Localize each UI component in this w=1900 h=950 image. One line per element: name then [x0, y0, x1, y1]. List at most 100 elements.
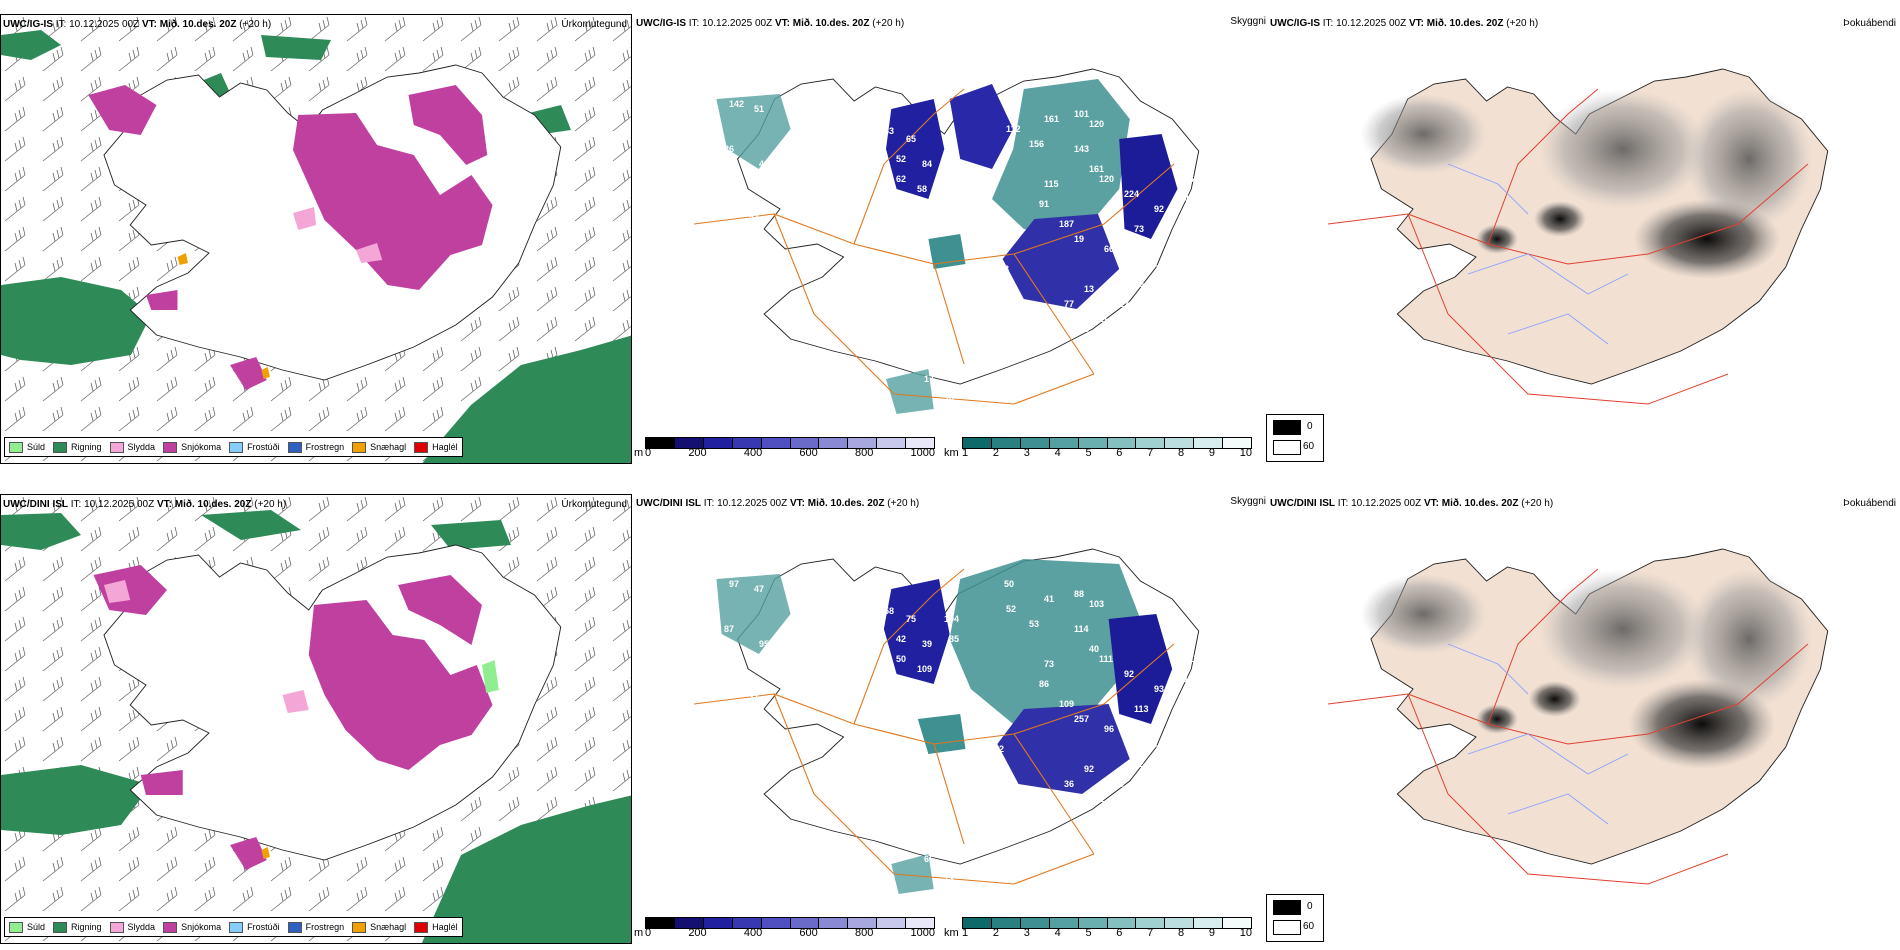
legend-item-sleet: Slydda	[109, 441, 155, 453]
visibility-area	[891, 854, 934, 894]
visibility-ticks-bottom: 1 2 3 4 5 6 7 8 9 10	[962, 927, 1252, 939]
precip-type-label: Úrkomutegund	[561, 19, 627, 30]
sleet-area	[293, 207, 317, 230]
value-label: 84	[922, 159, 933, 169]
value-label: 66	[1104, 244, 1115, 254]
colorbar-segment	[790, 438, 820, 448]
legend-item-rain: Rigning	[53, 921, 102, 933]
value-label: 52	[1006, 604, 1017, 614]
fog-swatch-dense	[1273, 900, 1301, 915]
value-label: 109	[1059, 699, 1075, 709]
value-label: 113	[1134, 704, 1149, 714]
value-label: 62	[896, 174, 907, 184]
sleet-area	[282, 690, 309, 713]
colorbar-segment	[877, 918, 907, 928]
colorbar-segment	[906, 438, 935, 448]
value-labels: 97 47 73 87 95 112 190 31 58 75 42 50 109 39 194 85 132 6…	[634, 494, 1270, 934]
colorbar-segment	[790, 918, 820, 928]
swatch-snow	[163, 441, 178, 453]
rain-area	[1, 513, 81, 550]
value-label: 50	[896, 654, 907, 664]
value-label: 257	[1074, 714, 1090, 724]
visibility-map	[693, 548, 1200, 894]
precip-type-label: Úrkomutegund	[561, 499, 627, 510]
value-label: 87	[1149, 774, 1160, 784]
value-label: 19	[1074, 234, 1085, 244]
colorbar-segment	[703, 918, 733, 928]
precip-map	[1, 15, 631, 463]
value-label: 62	[1179, 304, 1190, 314]
value-label: 211	[1154, 744, 1169, 754]
colorbar-segment	[991, 438, 1021, 448]
value-label: 11	[779, 199, 789, 209]
colorbar-segment	[1165, 438, 1195, 448]
colorbar-segment	[1049, 918, 1079, 928]
swatch-freezing-drizzle	[229, 921, 244, 933]
value-label: 42	[896, 634, 907, 644]
fog-panel-top: UWC/IG-IS IT: 10.12.2025 00Z VT: Mið. 10…	[1268, 14, 1900, 464]
rain-area	[1, 30, 61, 60]
legend-item-sleet: Slydda	[109, 921, 155, 933]
visibility-panel-top: UWC/IG-IS IT: 10.12.2025 00Z VT: Mið. 10…	[634, 14, 1270, 464]
visibility-type-label: Skyggni	[1230, 16, 1266, 27]
fog-type-label: Þokuábendi	[1843, 18, 1896, 29]
value-label: 120	[1099, 174, 1115, 184]
swatch-freezing-drizzle	[229, 441, 244, 453]
colorbar-segment	[1078, 438, 1108, 448]
snow-area	[293, 113, 493, 290]
precip-legend: Súld Rigning Slydda Snjókoma Frostúði Fr…	[4, 437, 463, 457]
colorbar-segment	[1194, 918, 1224, 928]
value-label: 26	[724, 144, 735, 154]
value-label: 73	[1134, 224, 1145, 234]
colorbar-segment	[1107, 918, 1137, 928]
value-label: 65	[1139, 249, 1150, 259]
value-label: 161	[1089, 164, 1105, 174]
value-label: 123	[994, 264, 1010, 274]
value-label: 194	[944, 614, 960, 624]
value-label: 52	[964, 284, 975, 294]
snow-grain-area	[261, 367, 270, 379]
value-label: 55	[1004, 99, 1015, 109]
fog-title-top: UWC/IG-IS IT: 10.12.2025 00Z VT: Mið. 10…	[1270, 18, 1539, 29]
fog-legend-bottom: 0 60	[1266, 894, 1324, 942]
colorbar-segment	[1136, 438, 1166, 448]
value-label: 103	[1089, 599, 1105, 609]
ceiling-area	[997, 704, 1130, 794]
fog-title-bottom: UWC/DINI ISL IT: 10.12.2025 00Z VT: Mið.…	[1270, 498, 1554, 509]
ceiling-ticks-bottom: 0 200 400 600 800 1000	[645, 927, 935, 939]
rain-area	[422, 335, 631, 463]
value-label: 112	[1006, 124, 1021, 134]
value-label: 143	[1074, 144, 1090, 154]
value-label: 58	[884, 606, 895, 616]
rain-area	[1, 277, 151, 365]
value-label: 66	[924, 854, 935, 864]
value-label: 87	[1074, 804, 1085, 814]
colorbar-segment	[646, 918, 675, 928]
value-label: 85	[949, 634, 960, 644]
value-label: 101	[1074, 109, 1090, 119]
colorbar-segment	[674, 918, 704, 928]
value-label: 132	[939, 679, 955, 689]
value-label: 36	[1064, 779, 1075, 789]
value-label: 95	[759, 639, 770, 649]
swatch-hail	[414, 921, 429, 933]
swatch-drizzle	[9, 921, 23, 933]
value-label: 89	[1169, 279, 1180, 289]
colorbar-segment	[732, 918, 762, 928]
visibility-map	[693, 68, 1200, 414]
fog-panel-bottom: UWC/DINI ISL IT: 10.12.2025 00Z VT: Mið.…	[1268, 494, 1900, 944]
colorbar-segment	[963, 438, 992, 448]
colorbar-segment	[848, 438, 878, 448]
value-label: 190	[779, 679, 795, 689]
value-label: 61	[1094, 794, 1105, 804]
visibility-type-label: Skyggni	[1230, 496, 1266, 507]
visibility-colorbar-bottom	[962, 917, 1252, 929]
value-label: 515	[1179, 784, 1195, 794]
value-label: 20	[944, 394, 955, 404]
ceiling-area	[1002, 214, 1120, 309]
value-label: 40	[759, 159, 770, 169]
road-network	[1327, 88, 1809, 405]
colorbar-segment	[963, 918, 992, 928]
snow-area	[397, 575, 482, 645]
value-label: 73	[794, 619, 805, 629]
